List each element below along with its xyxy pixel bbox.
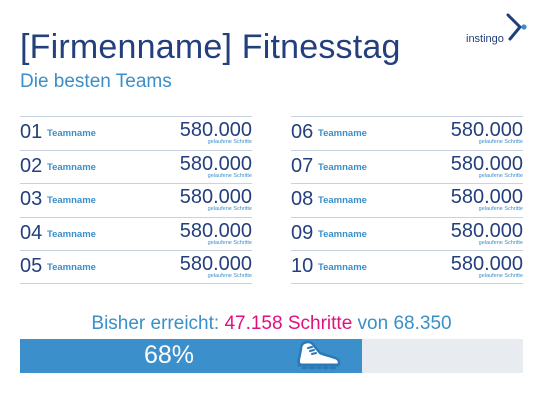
team-list-right: 06 Teamname 580.000 gelaufene Schritte 0…: [291, 116, 523, 284]
team-row: 10 Teamname 580.000 gelaufene Schritte: [291, 250, 523, 284]
team-rank: 09: [291, 221, 314, 244]
team-steps-label: gelaufene Schritte: [478, 273, 523, 280]
team-steps-label: gelaufene Schritte: [478, 239, 523, 246]
team-list-left: 01 Teamname 580.000 gelaufene Schritte 0…: [20, 116, 252, 284]
team-rank: 01: [20, 121, 43, 143]
team-name: Teamname: [318, 262, 367, 274]
team-name: Teamname: [47, 128, 96, 139]
instingo-logo-icon: [506, 13, 527, 41]
team-rank: 10: [291, 255, 314, 278]
team-steps-label: gelaufene Schritte: [207, 273, 252, 280]
team-steps-label: gelaufene Schritte: [207, 206, 252, 213]
progress-middle: von: [357, 313, 389, 334]
progress-prefix: Bisher erreicht:: [91, 313, 220, 334]
progress-percent: 68%: [144, 341, 195, 369]
team-steps-label: gelaufene Schritte: [207, 139, 252, 145]
team-rank: 06: [291, 121, 314, 143]
logo-text: instingo: [466, 33, 504, 45]
team-steps-label: gelaufene Schritte: [478, 206, 523, 213]
company-logo: instingo: [466, 13, 527, 49]
progress-achieved: 47.158 Schritte: [224, 313, 353, 334]
team-rank: 03: [20, 188, 43, 211]
team-row: 01 Teamname 580.000 gelaufene Schritte: [20, 116, 252, 150]
team-row: 04 Teamname 580.000 gelaufene Schritte: [20, 216, 252, 251]
team-rank: 05: [20, 255, 43, 278]
team-steps-label: gelaufene Schritte: [478, 139, 523, 145]
team-name: Teamname: [47, 228, 96, 240]
team-name: Teamname: [47, 262, 96, 274]
team-steps: 580.000: [179, 253, 252, 276]
running-shoe-icon: [297, 340, 341, 370]
team-rank: 08: [291, 188, 314, 211]
team-name: Teamname: [47, 195, 96, 207]
team-steps: 580.000: [179, 219, 252, 242]
progress-target: 68.350: [393, 313, 452, 334]
team-name: Teamname: [318, 128, 367, 139]
progress-summary: Bisher erreicht: 47.158 Schritte von 68.…: [0, 313, 543, 335]
progress-bar: 68%: [20, 339, 523, 373]
team-steps-label: gelaufene Schritte: [207, 172, 252, 179]
team-row: 06 Teamname 580.000 gelaufene Schritte: [291, 116, 523, 150]
team-steps: 580.000: [179, 119, 252, 141]
team-row: 09 Teamname 580.000 gelaufene Schritte: [291, 216, 523, 251]
team-steps: 580.000: [450, 186, 523, 209]
team-row: 08 Teamname 580.000 gelaufene Schritte: [291, 183, 523, 217]
team-row: 03 Teamname 580.000 gelaufene Schritte: [20, 183, 252, 217]
team-steps: 580.000: [179, 152, 252, 175]
team-row: 07 Teamname 580.000 gelaufene Schritte: [291, 149, 523, 184]
team-steps: 580.000: [179, 186, 252, 209]
team-steps: 580.000: [450, 152, 523, 175]
page-title: [Firmenname] Fitnesstag: [20, 28, 401, 66]
team-rank: 02: [20, 154, 43, 177]
team-rank: 07: [291, 154, 314, 177]
team-steps-label: gelaufene Schritte: [207, 239, 252, 246]
team-name: Teamname: [318, 195, 367, 207]
team-name: Teamname: [318, 161, 367, 173]
team-steps: 580.000: [450, 219, 523, 242]
team-name: Teamname: [318, 228, 367, 240]
page-subtitle: Die besten Teams: [20, 71, 172, 92]
team-steps-label: gelaufene Schritte: [478, 172, 523, 179]
team-row: 02 Teamname 580.000 gelaufene Schritte: [20, 149, 252, 184]
team-steps: 580.000: [450, 119, 523, 141]
team-row: 05 Teamname 580.000 gelaufene Schritte: [20, 250, 252, 284]
team-rank: 04: [20, 221, 43, 244]
team-steps: 580.000: [450, 253, 523, 276]
team-name: Teamname: [47, 161, 96, 173]
